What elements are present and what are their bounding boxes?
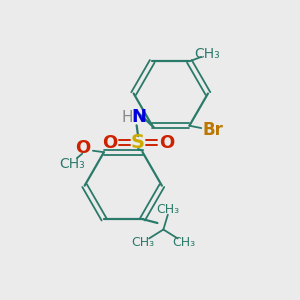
Text: CH₃: CH₃	[194, 47, 220, 61]
Text: CH₃: CH₃	[156, 203, 179, 216]
Text: H: H	[122, 110, 134, 125]
Text: CH₃: CH₃	[132, 236, 155, 249]
Text: CH₃: CH₃	[59, 157, 85, 171]
Text: N: N	[131, 108, 146, 126]
Text: O: O	[159, 134, 174, 152]
Text: Br: Br	[203, 121, 224, 139]
Text: O: O	[102, 134, 118, 152]
Text: O: O	[76, 139, 91, 157]
Text: CH₃: CH₃	[172, 236, 195, 249]
Text: S: S	[131, 133, 145, 152]
